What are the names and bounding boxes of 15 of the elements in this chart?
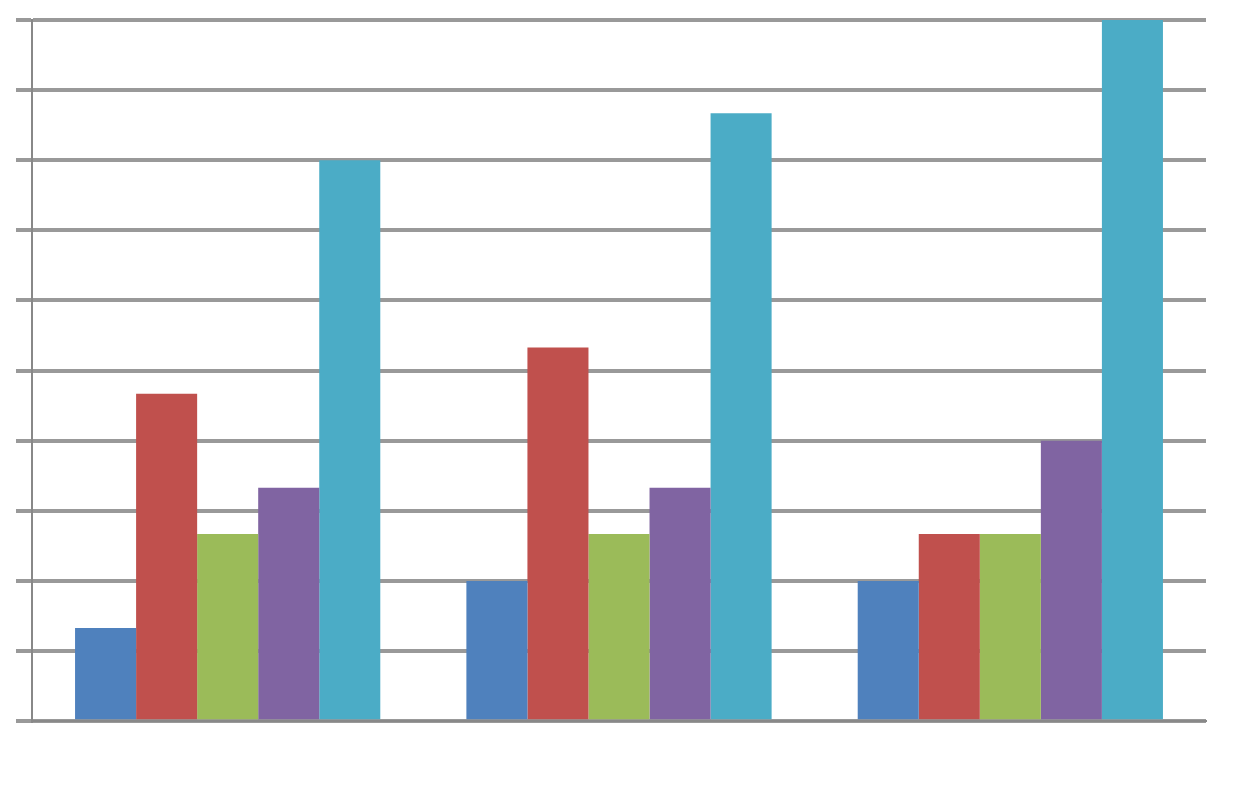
bar (1101, 20, 1163, 720)
bar (979, 533, 1041, 720)
bar (857, 580, 919, 720)
bar (527, 347, 589, 720)
bar (649, 487, 711, 720)
bar (258, 487, 320, 720)
bar (75, 627, 137, 720)
bar (197, 533, 259, 720)
bar (1040, 440, 1102, 720)
bar (918, 533, 980, 720)
bar (588, 533, 650, 720)
bar (319, 160, 381, 720)
bar (710, 113, 772, 720)
bar (136, 393, 198, 720)
bar (466, 580, 528, 720)
